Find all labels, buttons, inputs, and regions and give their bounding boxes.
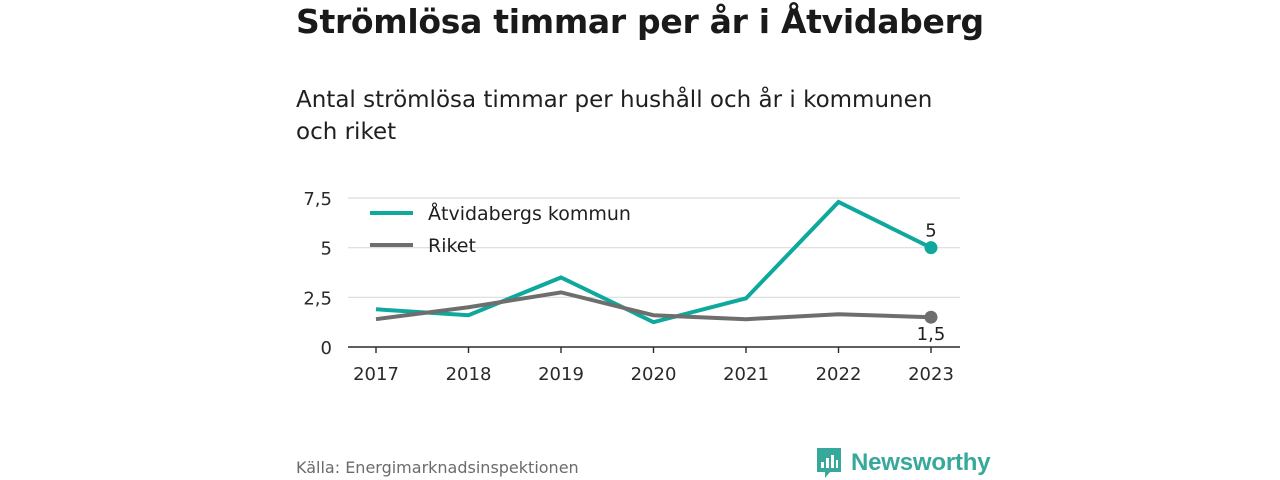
chart-title: Strömlösa timmar per år i Åtvidaberg [296,2,984,41]
end-labels: 51,5 [917,221,946,346]
y-tick-label: 5 [321,239,332,260]
y-tick-label: 2,5 [303,288,332,309]
series-point [924,241,938,255]
x-tick-label: 2018 [446,364,492,385]
series-point [924,310,938,324]
end-value-label: 5 [925,221,936,242]
y-tick-label: 0 [321,338,332,359]
x-tick-label: 2019 [538,364,584,385]
x-tick-label: 2020 [631,364,677,385]
end-value-label: 1,5 [917,324,946,345]
series-lines [375,199,938,325]
gridlines [348,197,960,298]
series-line [375,290,932,322]
legend-label: Åtvidabergs kommun [428,202,631,225]
source-note: Källa: Energimarknadsinspektionen [296,458,579,477]
y-tick-label: 7,5 [303,189,332,210]
x-tick-label: 2021 [723,364,769,385]
brand-name: Newsworthy [851,449,991,476]
bar-chart-speech-bubble-icon [817,448,841,478]
series-line [375,199,932,325]
axes: 0 2,5 5 7,5 2017 2018 2019 2020 2021 2022 2023 [303,189,960,385]
x-tick-label: 2017 [353,364,399,385]
x-tick-label: 2023 [908,364,954,385]
x-tick-label: 2022 [816,364,862,385]
brand-logo: Newsworthy [815,445,991,480]
legend-label: Riket [428,235,476,257]
legend: Åtvidabergs kommun Riket [370,202,631,257]
chart-subtitle: Antal strömlösa timmar per hushåll och å… [296,87,933,145]
